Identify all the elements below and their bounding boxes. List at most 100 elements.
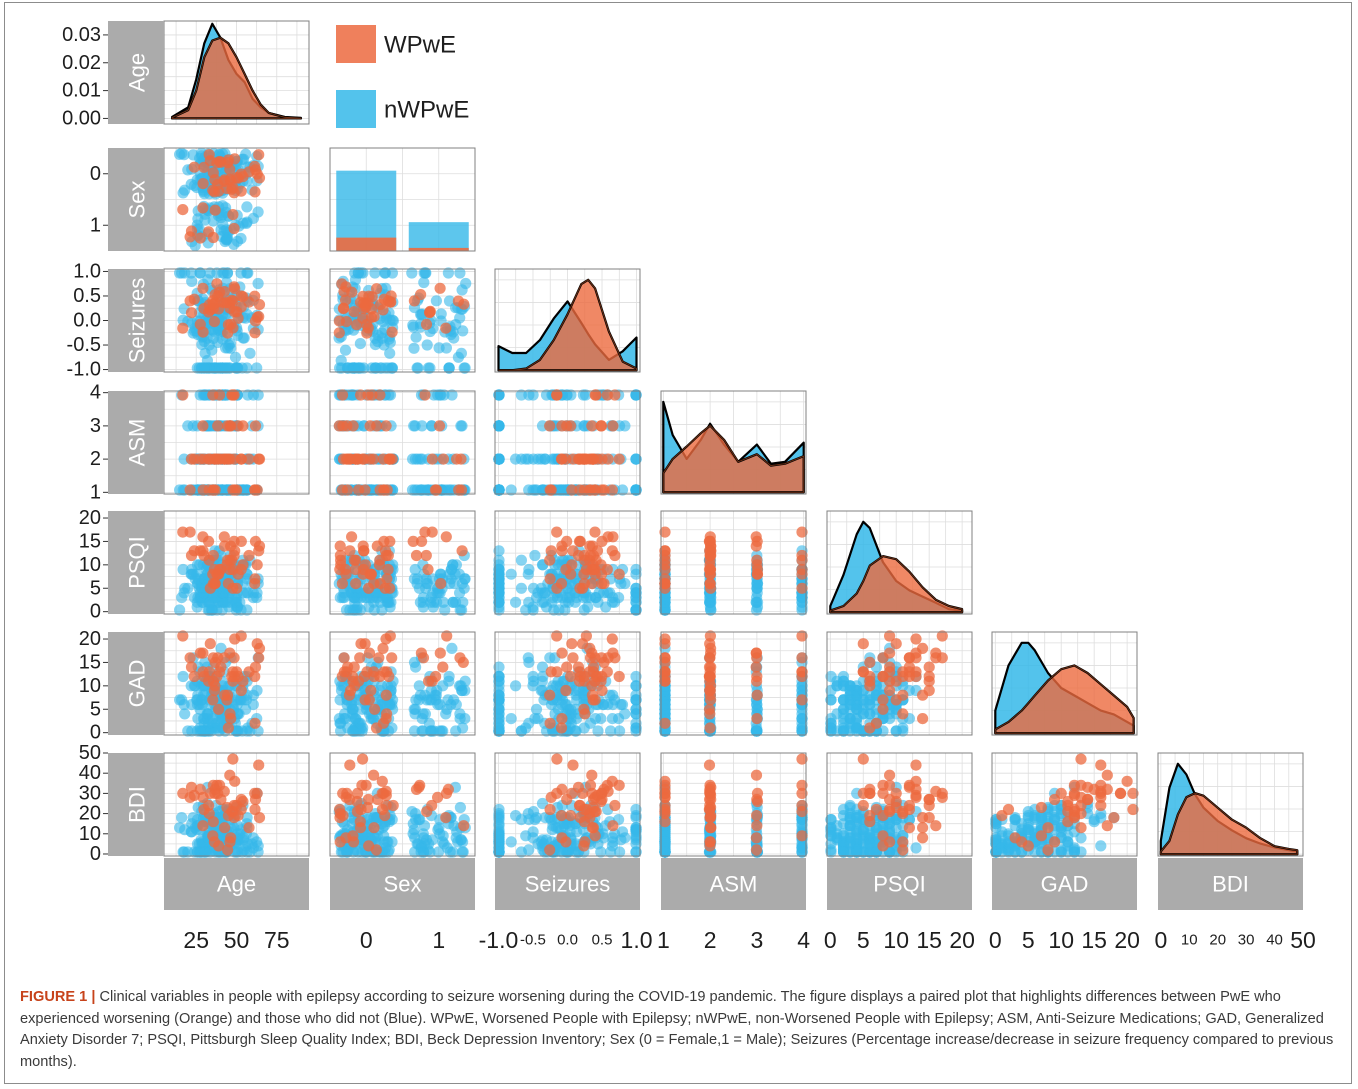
point-wpwe	[591, 453, 604, 465]
point-wpwe	[1042, 844, 1054, 856]
point-wpwe	[249, 420, 262, 432]
point-wpwe	[227, 484, 239, 496]
point-wpwe	[750, 844, 763, 856]
point-wpwe	[1101, 820, 1113, 832]
point-wpwe	[705, 822, 717, 834]
point-wpwe	[243, 549, 255, 562]
point-wpwe	[194, 232, 206, 244]
point-nwpwe	[409, 703, 421, 715]
point-wpwe	[703, 803, 716, 816]
y-tick-asm-2: 3	[90, 415, 101, 437]
point-wpwe	[589, 389, 601, 401]
point-nwpwe	[446, 642, 458, 655]
point-wpwe	[207, 779, 219, 791]
scatter-psqi-vs-age	[174, 526, 266, 616]
point-nwpwe	[409, 563, 421, 576]
point-nwpwe	[619, 578, 631, 590]
scatter-psqi-vs-sex	[333, 526, 471, 616]
point-nwpwe	[546, 824, 558, 836]
point-wpwe	[207, 231, 219, 244]
point-wpwe	[336, 389, 349, 401]
point-wpwe	[420, 549, 432, 562]
point-nwpwe	[218, 587, 230, 599]
row-strip-label-seizures: Seizures	[125, 278, 150, 364]
point-nwpwe	[523, 844, 535, 856]
y-tick-seizures-0: -1.0	[67, 359, 101, 381]
point-wpwe	[750, 647, 762, 659]
point-wpwe	[751, 689, 763, 701]
point-wpwe	[335, 559, 347, 571]
point-wpwe	[910, 670, 922, 683]
point-wpwe	[430, 484, 443, 496]
point-wpwe	[382, 549, 394, 562]
point-nwpwe	[837, 670, 850, 683]
point-wpwe	[566, 559, 578, 571]
point-wpwe	[185, 225, 198, 237]
point-wpwe	[194, 318, 206, 330]
point-wpwe	[923, 793, 935, 806]
point-wpwe	[704, 578, 716, 590]
point-wpwe	[586, 769, 598, 781]
point-nwpwe	[607, 699, 619, 711]
point-wpwe	[426, 453, 438, 465]
point-wpwe	[434, 282, 446, 294]
point-nwpwe	[515, 582, 528, 594]
point-wpwe	[337, 420, 349, 432]
y-tick-age-3: 0.03	[62, 24, 101, 46]
point-nwpwe	[252, 277, 264, 290]
point-nwpwe	[630, 484, 642, 496]
point-wpwe	[382, 563, 394, 576]
point-wpwe	[589, 830, 601, 842]
y-tick-psqi-1: 5	[90, 577, 101, 599]
point-nwpwe	[493, 453, 505, 465]
point-wpwe	[458, 820, 470, 832]
point-nwpwe	[493, 389, 505, 401]
point-wpwe	[185, 307, 198, 319]
point-wpwe	[209, 204, 221, 216]
point-wpwe	[184, 484, 196, 496]
point-nwpwe	[619, 708, 631, 720]
point-nwpwe	[630, 389, 642, 401]
scatter-asm-vs-age	[174, 389, 266, 496]
point-nwpwe	[864, 699, 876, 711]
point-wpwe	[358, 303, 370, 315]
point-wpwe	[352, 453, 364, 465]
point-nwpwe	[247, 389, 259, 401]
point-wpwe	[343, 689, 355, 701]
point-wpwe	[877, 787, 889, 800]
point-wpwe	[609, 389, 621, 401]
point-wpwe	[1082, 781, 1094, 793]
point-wpwe	[572, 453, 585, 465]
y-tick-age-0: 0.00	[62, 107, 101, 129]
point-wpwe	[589, 526, 601, 538]
point-wpwe	[253, 545, 265, 557]
point-nwpwe	[237, 217, 249, 229]
point-wpwe	[222, 327, 234, 339]
point-nwpwe	[369, 267, 381, 279]
point-wpwe	[222, 420, 234, 432]
point-nwpwe	[176, 147, 188, 160]
point-wpwe	[751, 793, 763, 806]
point-wpwe	[556, 453, 568, 465]
point-nwpwe	[194, 267, 206, 279]
point-nwpwe	[410, 661, 422, 673]
point-wpwe	[249, 661, 262, 673]
point-nwpwe	[459, 573, 471, 585]
point-wpwe	[249, 717, 261, 729]
point-nwpwe	[196, 339, 208, 351]
point-wpwe	[374, 554, 386, 566]
point-wpwe	[1035, 801, 1047, 814]
point-wpwe	[249, 164, 262, 176]
point-wpwe	[227, 389, 239, 401]
point-nwpwe	[619, 832, 631, 844]
point-nwpwe	[349, 604, 361, 616]
point-wpwe	[455, 453, 467, 465]
y-tick-seizures-1: -0.5	[67, 334, 101, 356]
point-nwpwe	[493, 484, 505, 496]
point-nwpwe	[339, 344, 352, 356]
point-wpwe	[218, 785, 230, 798]
point-wpwe	[371, 283, 383, 295]
point-wpwe	[337, 302, 349, 315]
point-wpwe	[381, 573, 393, 585]
point-wpwe	[334, 803, 346, 816]
